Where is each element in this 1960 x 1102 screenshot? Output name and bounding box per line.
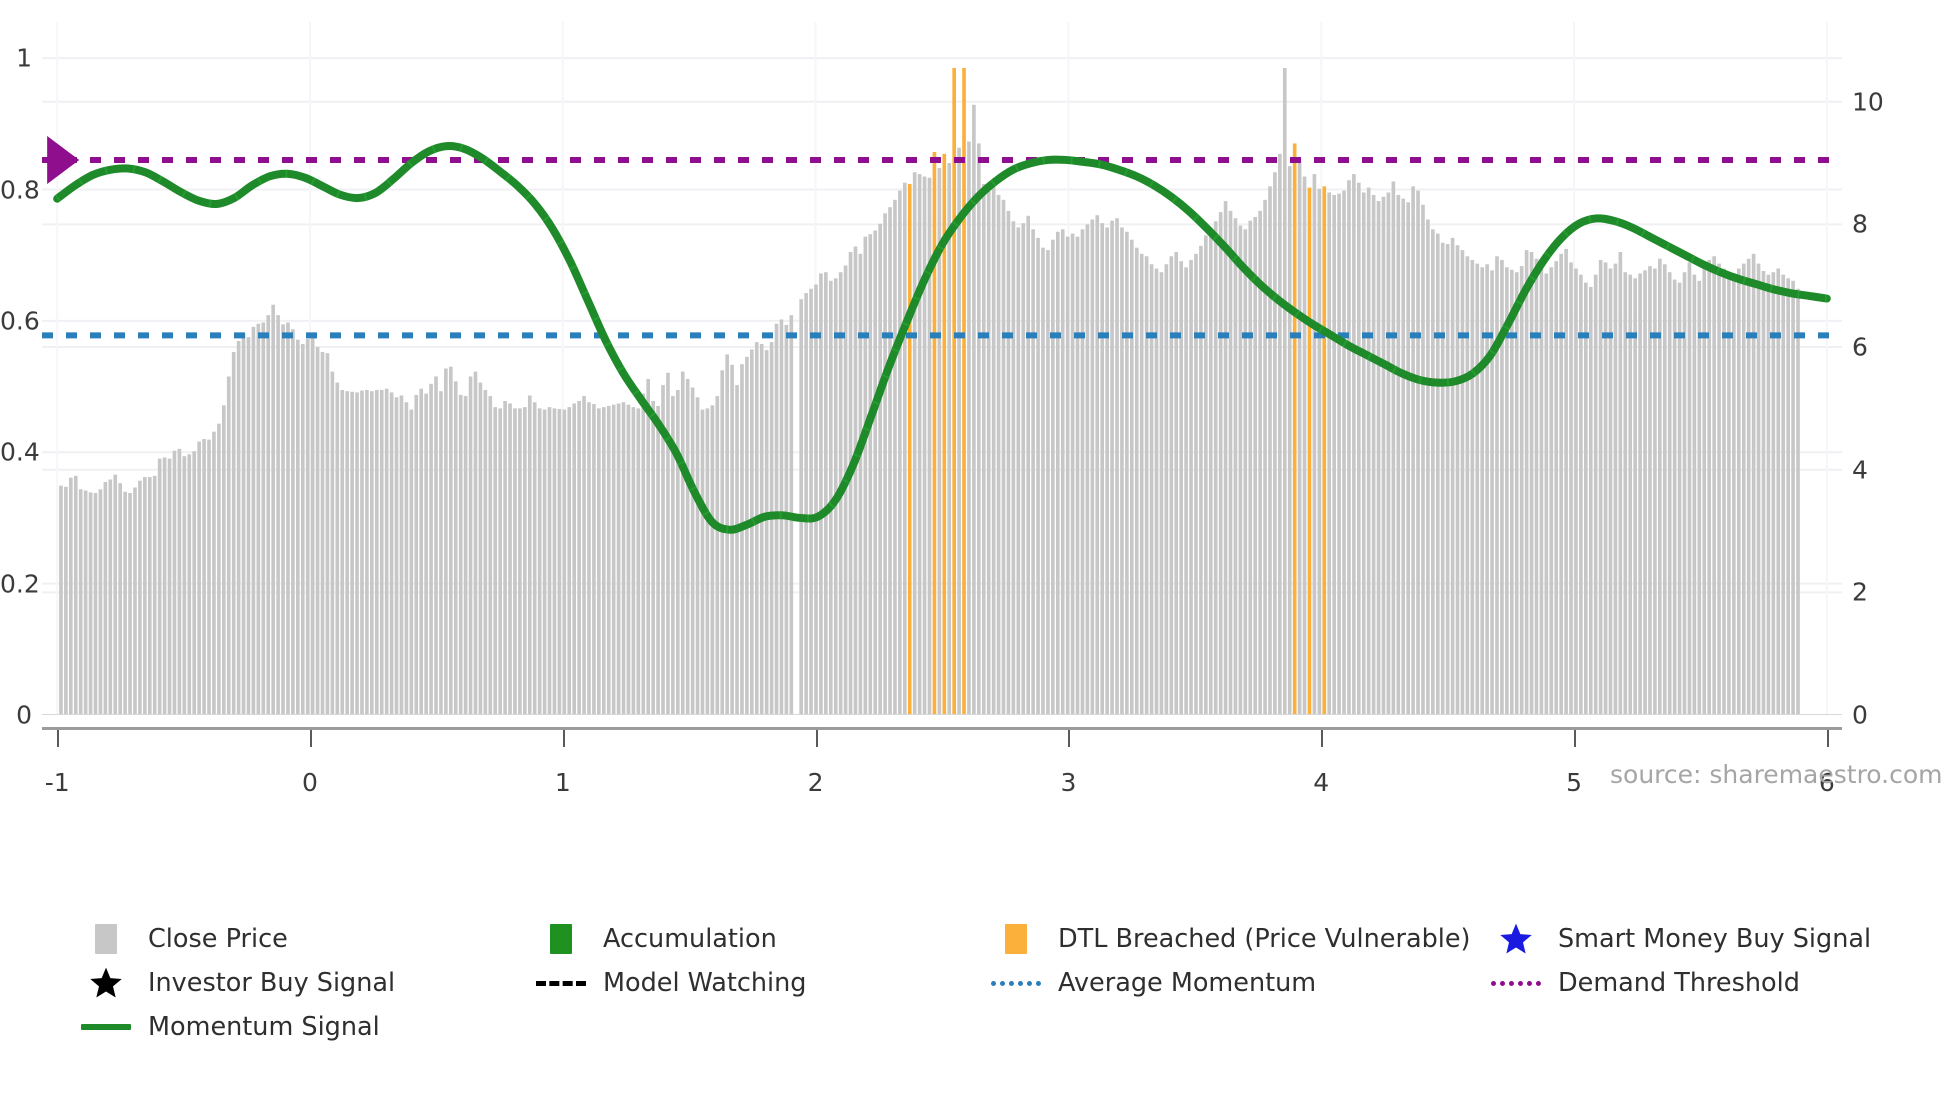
legend-item[interactable]: Average Momentum <box>988 964 1488 1002</box>
dotted-line-icon <box>1488 968 1544 998</box>
x-axis-tick-mark <box>1068 730 1071 747</box>
legend-item-label: Smart Money Buy Signal <box>1558 924 1872 954</box>
x-axis-tick-mark <box>815 730 818 747</box>
right-axis-tick: 2 <box>1852 577 1868 607</box>
legend-item[interactable]: DTL Breached (Price Vulnerable) <box>988 920 1488 958</box>
legend-item-label: Momentum Signal <box>148 1012 380 1042</box>
square-swatch-icon <box>988 924 1044 954</box>
source-attribution: source: sharemaestro.com <box>1610 760 1943 789</box>
x-axis-tick: 6 <box>1818 768 1835 797</box>
x-axis-tick: 0 <box>302 768 318 797</box>
x-axis-tick: 4 <box>1313 768 1330 797</box>
legend-item-label: Model Watching <box>603 968 807 998</box>
x-axis-tick: 1 <box>554 768 571 797</box>
legend-item[interactable]: Model Watching <box>533 964 988 1002</box>
right-axis-tick: 0 <box>1852 700 1868 730</box>
x-axis-tick: 2 <box>807 768 824 797</box>
chart-legend: Close Price Accumulation DTL Breached (Pri… <box>78 920 1938 1046</box>
x-axis-tick-mark <box>1826 730 1829 747</box>
right-axis-tick: 6 <box>1852 332 1868 362</box>
legend-item-label: Demand Threshold <box>1558 968 1800 998</box>
momentum-signal-line <box>53 142 1831 534</box>
legend-item-label: Accumulation <box>603 924 777 954</box>
chart-canvas <box>42 22 1842 715</box>
star-icon <box>78 967 134 998</box>
threshold-start-marker <box>47 135 80 184</box>
right-axis-tick: 4 <box>1852 455 1868 485</box>
legend-item[interactable]: Smart Money Buy Signal <box>1488 920 1918 958</box>
x-axis-tick: 3 <box>1060 768 1077 797</box>
x-axis-tick-mark <box>1574 730 1577 747</box>
legend-item[interactable]: Investor Buy Signal <box>78 964 533 1002</box>
square-swatch-icon <box>533 924 589 954</box>
legend-item[interactable]: Momentum Signal <box>78 1008 533 1046</box>
x-axis-spine <box>42 727 1842 730</box>
left-axis-tick: 1 <box>16 43 32 73</box>
right-axis-tick: 8 <box>1852 209 1868 239</box>
right-axis-tick: 10 <box>1852 87 1884 117</box>
legend-item[interactable]: Close Price <box>78 920 533 958</box>
x-axis-tick: 5 <box>1566 768 1582 797</box>
legend-item-label: DTL Breached (Price Vulnerable) <box>1058 924 1471 954</box>
x-axis-tick: -1 <box>44 768 70 797</box>
left-axis-tick: 0 <box>16 700 32 730</box>
solid-line-icon <box>78 1012 134 1042</box>
x-axis-tick-mark <box>57 730 60 747</box>
legend-item[interactable]: Accumulation <box>533 920 988 958</box>
legend-item-label: Average Momentum <box>1058 968 1317 998</box>
legend-item[interactable]: Demand Threshold <box>1488 964 1918 1002</box>
legend-item-label: Close Price <box>148 924 288 954</box>
close-price-bars <box>59 67 1800 715</box>
star-icon <box>1488 923 1544 954</box>
x-axis-tick-mark <box>309 730 312 747</box>
dotted-line-icon <box>988 968 1044 998</box>
dashed-line-icon <box>533 968 589 998</box>
x-axis-tick-mark <box>562 730 565 747</box>
plot-area <box>42 22 1842 715</box>
square-swatch-icon <box>78 924 134 954</box>
x-axis-tick-mark <box>1321 730 1324 747</box>
legend-item-label: Investor Buy Signal <box>148 968 396 998</box>
